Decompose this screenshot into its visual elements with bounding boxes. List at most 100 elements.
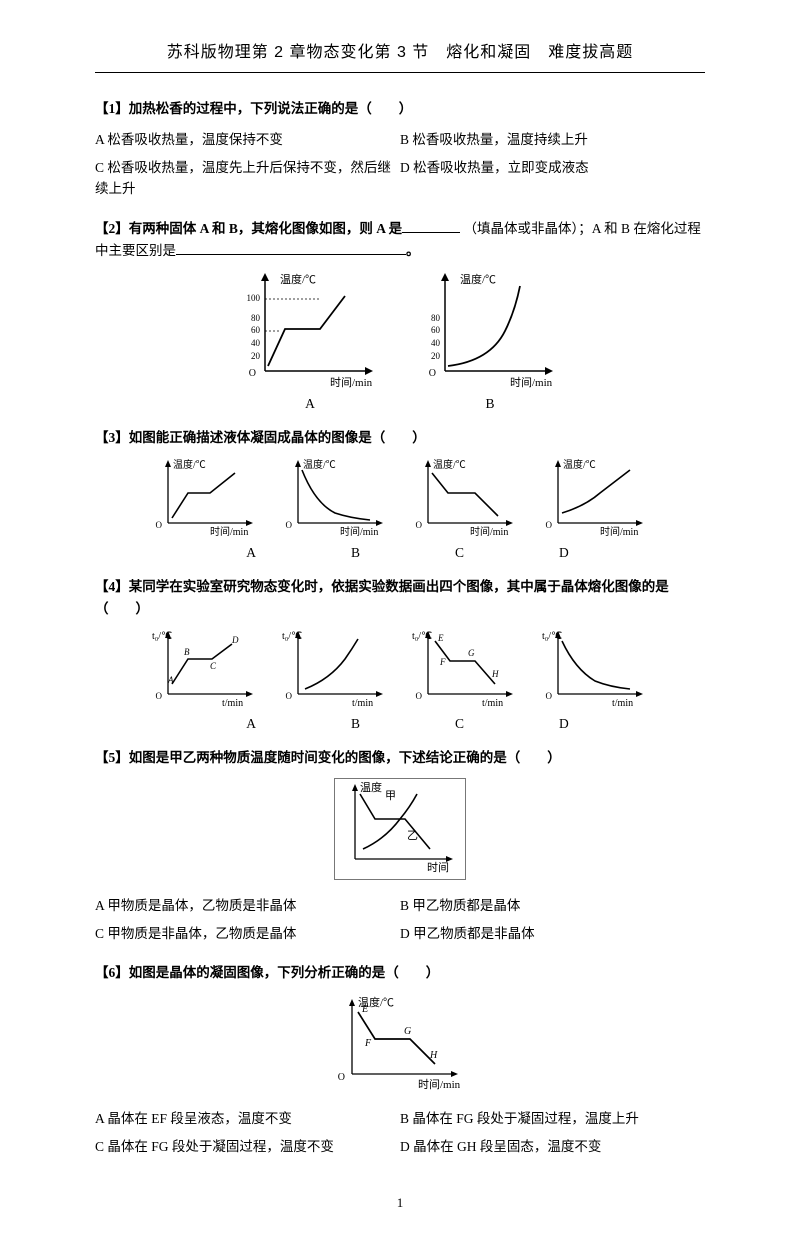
q2-figures: 温度/℃ 时间/min O 20 40 60 80 100 A 温度/℃ [95,271,705,415]
q2-chart-a: 温度/℃ 时间/min O 20 40 60 80 100 A [240,271,380,415]
svg-text:O: O [286,520,293,530]
svg-text:t/min: t/min [482,698,503,709]
q5-opt-c: C 甲物质是非晶体，乙物质是晶体 [95,923,400,945]
q1-opt-d: D 松香吸收热量，立即变成液态 [400,157,705,200]
q3-chart-b: 温度/℃ 时间/min O [280,458,390,538]
svg-text:O: O [429,368,436,379]
q2-label-b: B [420,393,560,415]
svg-text:温度/℃: 温度/℃ [173,458,206,471]
q3-label-c: C [455,542,464,564]
axis-x-label: 时间/min [330,376,373,389]
svg-text:B: B [184,647,190,657]
svg-text:t/min: t/min [352,698,373,709]
q3-label-a: A [246,542,256,564]
q4-chart-d: t₀/℃ t/min O [540,629,650,709]
q6-stem: 【6】如图是晶体的凝固图像，下列分析正确的是（ ） [95,962,705,984]
q3-chart-a: 温度/℃ 时间/min O [150,458,260,538]
q4-label-a: A [246,713,256,735]
svg-text:乙: 乙 [407,829,418,842]
q5-opt-a: A 甲物质是晶体，乙物质是非晶体 [95,895,400,917]
q3-chart-c: 温度/℃ 时间/min O [410,458,520,538]
q6-figure: 温度/℃ 时间/min O E F G H [95,994,705,1101]
svg-text:t/min: t/min [612,698,633,709]
q3-label-d: D [559,542,569,564]
q5-opt-d: D 甲乙物质都是非晶体 [400,923,705,945]
svg-text:O: O [286,691,293,701]
svg-text:温度: 温度 [360,780,382,794]
svg-text:t₀/℃: t₀/℃ [282,631,302,642]
q1-opt-c: C 松香吸收热量，温度先上升后保持不变，然后继续上升 [95,157,400,200]
svg-text:40: 40 [251,338,261,348]
q6-opt-a: A 晶体在 EF 段呈液态，温度不变 [95,1108,400,1130]
q5-figure: 温度 时间 甲 乙 [95,778,705,887]
page-title: 苏科版物理第 2 章物态变化第 3 节 熔化和凝固 难度拔高题 [95,40,705,73]
q4-stem: 【4】某同学在实验室研究物态变化时，依据实验数据画出四个图像，其中属于晶体熔化图… [95,576,705,619]
q5-stem: 【5】如图是甲乙两种物质温度随时间变化的图像，下述结论正确的是（ ） [95,747,705,769]
svg-text:F: F [364,1038,372,1049]
svg-text:t/min: t/min [222,698,243,709]
q2-chart-b: 温度/℃ 时间/min O 20 40 60 80 B [420,271,560,415]
svg-text:时间/min: 时间/min [340,525,378,538]
q3-stem: 【3】如图能正确描述液体凝固成晶体的图像是（ ） [95,427,705,449]
svg-text:温度/℃: 温度/℃ [433,458,466,471]
q3-chart-d: 温度/℃ 时间/min O [540,458,650,538]
q1-opt-b: B 松香吸收热量，温度持续上升 [400,129,705,151]
svg-text:G: G [468,648,475,658]
page-number: 1 [95,1193,705,1214]
q2-label-a: A [240,393,380,415]
svg-text:t₀/℃: t₀/℃ [542,631,562,642]
svg-text:O: O [249,368,256,379]
blank [402,218,460,233]
svg-text:E: E [437,633,444,643]
q4-chart-c: t₀/℃ t/min O E F G H [410,629,520,709]
q5-opt-b: B 甲乙物质都是晶体 [400,895,705,917]
svg-text:时间/min: 时间/min [418,1078,461,1091]
svg-text:时间/min: 时间/min [470,525,508,538]
svg-text:O: O [156,691,163,701]
svg-text:100: 100 [247,293,261,303]
q3-label-b: B [351,542,360,564]
q6-opt-d: D 晶体在 GH 段呈固态，温度不变 [400,1136,705,1158]
svg-text:20: 20 [431,351,441,361]
q6-opt-b: B 晶体在 FG 段处于凝固过程，温度上升 [400,1108,705,1130]
svg-text:H: H [429,1050,438,1061]
q2-end: 。 [406,243,420,258]
svg-text:O: O [156,520,163,530]
svg-text:温度/℃: 温度/℃ [303,458,336,471]
q2-pre: 【2】有两种固体 A 和 B，其熔化图像如图，则 A 是 [95,221,402,236]
svg-text:D: D [231,635,239,645]
svg-text:60: 60 [251,325,261,335]
svg-text:E: E [361,1004,368,1015]
q4-figures: t₀/℃ t/min O A B C D t₀/℃ t/min O [95,629,705,709]
q4-label-b: B [351,713,360,735]
svg-text:C: C [210,661,217,671]
svg-text:O: O [338,1072,345,1083]
svg-text:温度/℃: 温度/℃ [563,458,596,471]
svg-text:80: 80 [431,313,441,323]
svg-text:20: 20 [251,351,261,361]
svg-text:O: O [546,691,553,701]
svg-text:t₀/℃: t₀/℃ [412,631,432,642]
svg-text:时间/min: 时间/min [600,525,638,538]
svg-text:时间: 时间 [427,861,449,874]
svg-text:t₀/℃: t₀/℃ [152,631,172,642]
svg-text:40: 40 [431,338,441,348]
svg-text:F: F [439,657,446,667]
q1-opt-a: A 松香吸收热量，温度保持不变 [95,129,400,151]
q3-figures: 温度/℃ 时间/min O 温度/℃ 时间/min O [95,458,705,538]
axis-y-label: 温度/℃ [280,272,316,286]
svg-text:80: 80 [251,313,261,323]
svg-text:甲: 甲 [385,790,396,802]
axis-x-label: 时间/min [510,376,553,389]
q1-stem: 【1】加热松香的过程中，下列说法正确的是（ ） [95,98,705,120]
svg-text:A: A [167,675,174,685]
svg-text:60: 60 [431,325,441,335]
svg-text:O: O [416,691,423,701]
blank [176,240,406,255]
q4-chart-a: t₀/℃ t/min O A B C D [150,629,260,709]
svg-text:H: H [491,669,499,679]
q4-label-c: C [455,713,464,735]
svg-text:O: O [416,520,423,530]
q6-opt-c: C 晶体在 FG 段处于凝固过程，温度不变 [95,1136,400,1158]
svg-text:时间/min: 时间/min [210,525,248,538]
